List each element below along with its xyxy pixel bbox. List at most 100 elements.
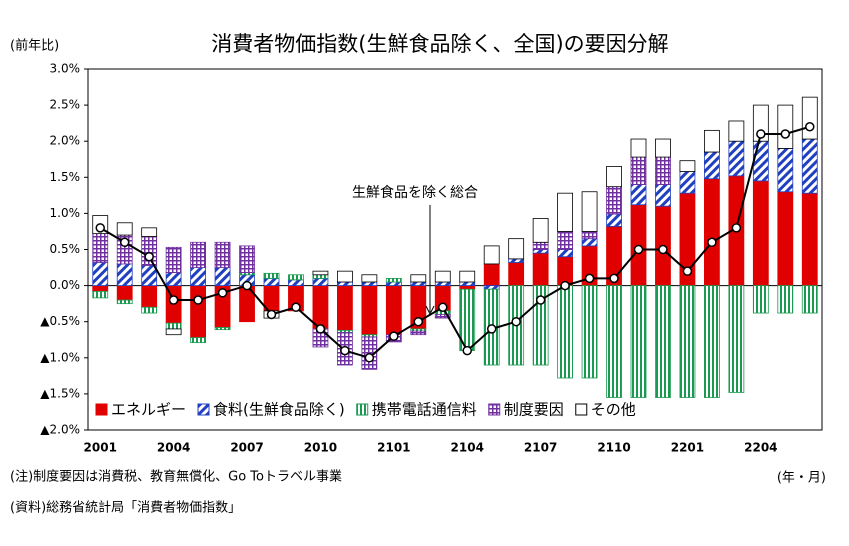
total-marker — [633, 244, 644, 255]
total-marker — [731, 223, 742, 233]
bar-segment — [532, 285, 549, 366]
total-marker — [413, 316, 424, 327]
bar-segment — [606, 285, 622, 398]
bar-segment — [679, 171, 696, 194]
x-tick-label: 2001 — [84, 441, 117, 455]
total-marker — [266, 309, 277, 320]
bar-segment — [581, 285, 598, 379]
bar-segment — [532, 241, 549, 250]
bar-segment — [630, 285, 647, 398]
bar-segment — [239, 245, 255, 274]
total-line — [99, 125, 811, 359]
bar-segment — [92, 290, 109, 299]
legend-label: 制度要因 — [504, 401, 564, 419]
bar-segment — [704, 129, 720, 153]
bar-segment — [288, 279, 304, 287]
y-tick-label: ▲1.0% — [40, 350, 80, 364]
legend-swatch — [197, 403, 210, 416]
bar-segment — [141, 285, 158, 308]
total-marker — [438, 302, 448, 313]
bar-segment — [434, 314, 451, 319]
y-tick-label: 0.0% — [50, 278, 81, 292]
bar-segment — [777, 148, 794, 193]
chart-title: 消費者物価指数(生鮮食品除く、全国)の要因分解 — [211, 32, 668, 56]
total-marker — [217, 288, 228, 298]
total-marker — [193, 295, 203, 305]
bar-segment — [777, 285, 794, 314]
bar-segment — [165, 328, 182, 336]
bar-segment — [165, 322, 182, 330]
bar-segment — [704, 178, 720, 287]
bar-segment — [557, 285, 573, 379]
x-tick-label: 2101 — [377, 441, 410, 455]
total-marker — [462, 345, 472, 356]
total-marker — [119, 237, 130, 248]
bar-segment — [801, 96, 818, 140]
bar-segment — [214, 327, 231, 331]
bar-segment — [190, 285, 207, 338]
bar-segment — [606, 166, 622, 188]
bar-segment — [116, 222, 133, 236]
total-marker — [291, 302, 301, 313]
total-marker — [756, 129, 766, 139]
note: (注)制度要因は消費税、教育無償化、Go Toトラベル事業 — [10, 469, 342, 485]
bar-segment — [483, 263, 500, 287]
bar-segment — [459, 270, 476, 283]
source: (資料)総務省統計局「消費者物価指数」 — [10, 500, 241, 516]
bar-segment — [214, 267, 231, 286]
bar-segment — [336, 281, 353, 286]
y-tick-label: 2.5% — [50, 98, 81, 112]
total-marker — [364, 353, 375, 363]
bar-segment — [630, 184, 647, 206]
bar-segment — [92, 285, 109, 292]
bar-segment — [336, 270, 353, 283]
y-tick-label: ▲0.5% — [40, 314, 80, 328]
y-tick-label: ▲2.0% — [40, 423, 80, 437]
total-marker — [486, 324, 497, 334]
legend-label: 食料(生鮮食品除く) — [213, 401, 345, 419]
x-tick-label: 2204 — [744, 441, 777, 455]
bar-segment — [190, 241, 207, 268]
total-marker — [242, 280, 252, 291]
bar-segment — [630, 138, 647, 158]
bar-segment — [141, 227, 158, 237]
bar-segment — [557, 231, 573, 250]
bar-segment — [777, 191, 794, 287]
bar-segment — [801, 138, 818, 194]
bar-segment — [606, 213, 622, 227]
bar-segment — [655, 285, 671, 398]
total-marker — [340, 345, 350, 356]
bar-segment — [655, 138, 671, 158]
legend-swatch — [95, 403, 108, 416]
bar-segment — [165, 272, 182, 287]
bar-segment — [116, 285, 133, 301]
bar-segment — [336, 285, 353, 331]
bar-segment — [777, 104, 794, 149]
bar-segment — [557, 192, 573, 232]
total-marker — [560, 280, 570, 291]
bar-segment — [728, 285, 745, 393]
annotation: 生鮮食品を除く総合 — [352, 184, 478, 201]
bar-segment — [141, 264, 158, 287]
bar-segment — [728, 120, 745, 142]
bar-segment — [801, 285, 818, 314]
total-marker — [389, 331, 399, 341]
total-marker — [707, 237, 717, 248]
bar-segment — [532, 252, 549, 287]
bar-segment — [434, 270, 451, 283]
bar-segment — [508, 258, 525, 263]
bar-segment — [410, 330, 427, 336]
x-tick-label: 2107 — [524, 441, 557, 455]
bar-segment — [728, 140, 745, 177]
bar-segment — [92, 233, 109, 263]
bar-segment — [263, 277, 280, 287]
y-tick-label: 1.0% — [50, 206, 81, 220]
bar-segment — [483, 245, 500, 265]
bar-segment — [532, 249, 549, 254]
legend-label: エネルギー — [111, 401, 186, 419]
bar-segment — [655, 156, 671, 185]
bar-segment — [410, 281, 427, 286]
bar-segment — [263, 272, 280, 279]
bar-segment — [410, 274, 427, 283]
